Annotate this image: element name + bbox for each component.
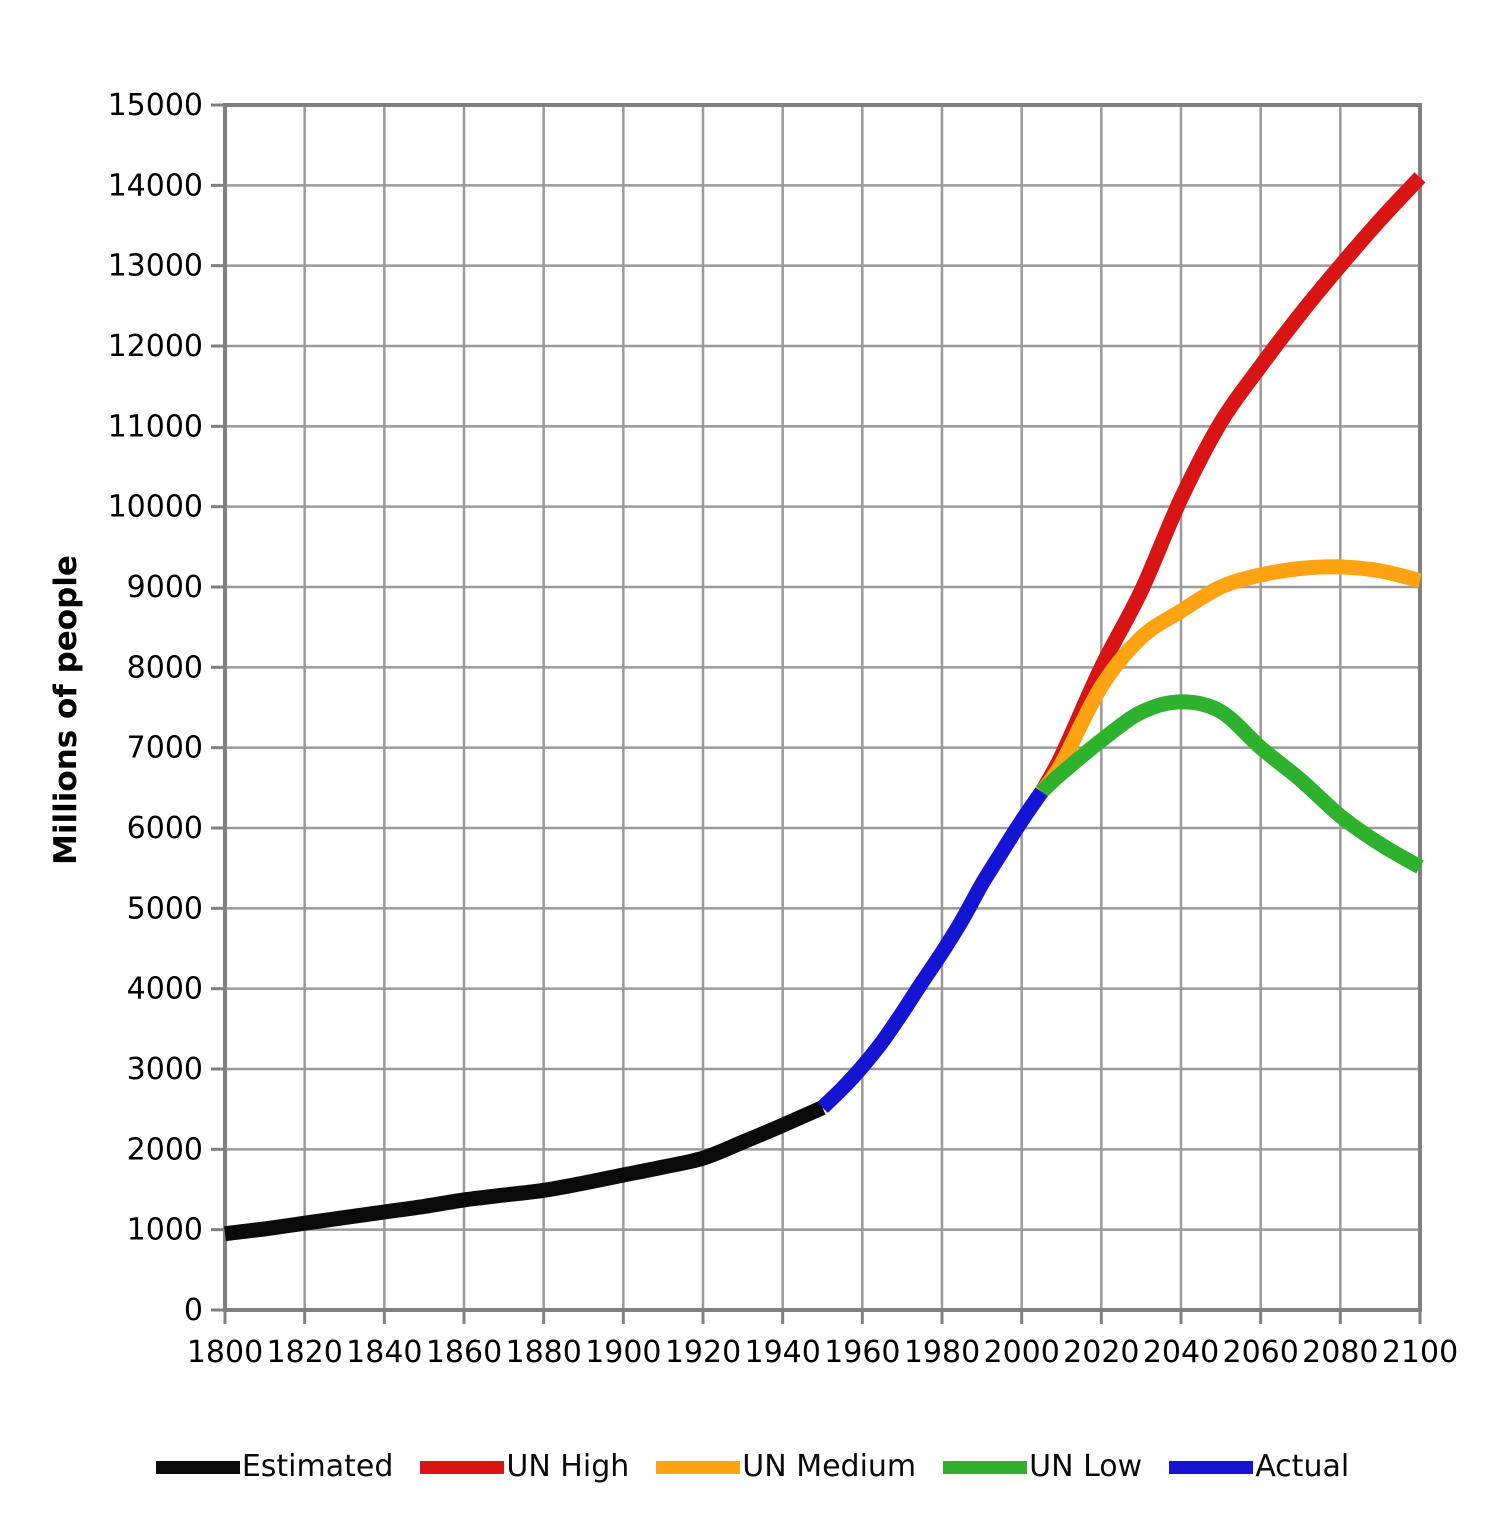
legend-label-un-high: UN High (506, 1449, 630, 1484)
svg-text:11000: 11000 (108, 409, 203, 444)
svg-text:1900: 1900 (585, 1335, 661, 1370)
svg-text:7000: 7000 (127, 731, 203, 766)
svg-text:2000: 2000 (983, 1335, 1059, 1370)
svg-text:1980: 1980 (904, 1335, 980, 1370)
legend-item-estimated: Estimated (155, 1449, 394, 1484)
legend-item-un-medium: UN Medium (656, 1452, 916, 1482)
svg-text:5000: 5000 (127, 891, 203, 926)
svg-text:10000: 10000 (108, 490, 203, 525)
population-chart-canvas: 1800 1820 1840 1860 1880 1900 1920 1940 1960 1980… (108, 88, 1459, 1370)
svg-text:2100: 2100 (1382, 1335, 1458, 1370)
svg-text:12000: 12000 (108, 329, 203, 364)
y-axis-title: Millions of people (48, 555, 84, 865)
svg-text:4000: 4000 (127, 972, 203, 1007)
svg-text:1840: 1840 (346, 1335, 422, 1370)
svg-text:14000: 14000 (108, 168, 203, 203)
svg-text:2060: 2060 (1222, 1335, 1298, 1370)
un-medium-line-swatch (656, 1460, 741, 1474)
svg-text:2020: 2020 (1063, 1335, 1139, 1370)
legend-label-un-medium: UN Medium (742, 1449, 917, 1484)
svg-text:1880: 1880 (505, 1335, 581, 1370)
estimated-line-swatch (155, 1460, 240, 1474)
svg-text:1000: 1000 (127, 1213, 203, 1248)
svg-text:1860: 1860 (426, 1335, 502, 1370)
svg-text:8000: 8000 (127, 650, 203, 685)
un-low-line-swatch (943, 1460, 1028, 1474)
legend-item-un-high: UN High (420, 1452, 629, 1482)
svg-text:15000: 15000 (108, 88, 203, 123)
svg-text:3000: 3000 (127, 1052, 203, 1087)
un-high-line-swatch (420, 1460, 505, 1474)
svg-text:1800: 1800 (187, 1335, 263, 1370)
svg-text:9000: 9000 (127, 570, 203, 605)
svg-text:2000: 2000 (127, 1132, 203, 1167)
svg-text:13000: 13000 (108, 249, 203, 284)
svg-text:1940: 1940 (744, 1335, 820, 1370)
svg-text:6000: 6000 (127, 811, 203, 846)
svg-text:1920: 1920 (665, 1335, 741, 1370)
svg-text:2080: 2080 (1302, 1335, 1378, 1370)
chart-legend: Estimated UN High UN Medium UN Low Actua… (0, 1452, 1505, 1482)
legend-label-estimated: Estimated (241, 1449, 394, 1484)
svg-text:0: 0 (184, 1293, 203, 1328)
legend-item-un-low: UN Low (943, 1452, 1142, 1482)
actual-line-swatch (1169, 1460, 1254, 1474)
legend-item-actual: Actual (1169, 1452, 1349, 1482)
svg-text:1960: 1960 (824, 1335, 900, 1370)
svg-text:2040: 2040 (1143, 1335, 1219, 1370)
svg-text:1820: 1820 (266, 1335, 342, 1370)
legend-label-un-low: UN Low (1029, 1449, 1143, 1484)
legend-label-actual: Actual (1255, 1449, 1350, 1484)
